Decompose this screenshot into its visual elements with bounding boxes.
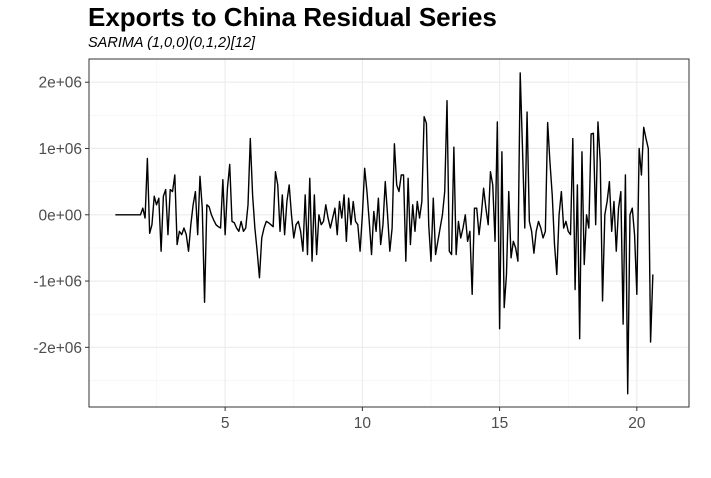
y-tick-label: -1e+06 <box>33 274 82 291</box>
y-tick-label: 0e+00 <box>38 207 82 224</box>
chart-title: Exports to China Residual Series <box>88 2 497 32</box>
y-tick-label: 1e+06 <box>38 141 82 158</box>
x-tick-label: 5 <box>221 415 230 432</box>
axis-ticks <box>85 81 638 411</box>
tick-labels: 5 10 15 20 -2e+06 -1e+06 0e+00 1e+06 2e+06 <box>33 75 646 432</box>
panel-border <box>88 58 690 408</box>
major-gridlines <box>89 59 689 407</box>
y-tick-label: -2e+06 <box>33 340 82 357</box>
residual-series-line <box>115 72 654 395</box>
x-tick-label: 20 <box>628 415 646 432</box>
series-layer <box>115 72 654 395</box>
x-tick-label: 15 <box>491 415 508 432</box>
x-tick-label: 10 <box>354 415 372 432</box>
chart-subtitle: SARIMA (1,0,0)(0,1,2)[12] <box>88 35 256 51</box>
y-tick-label: 2e+06 <box>38 75 82 92</box>
